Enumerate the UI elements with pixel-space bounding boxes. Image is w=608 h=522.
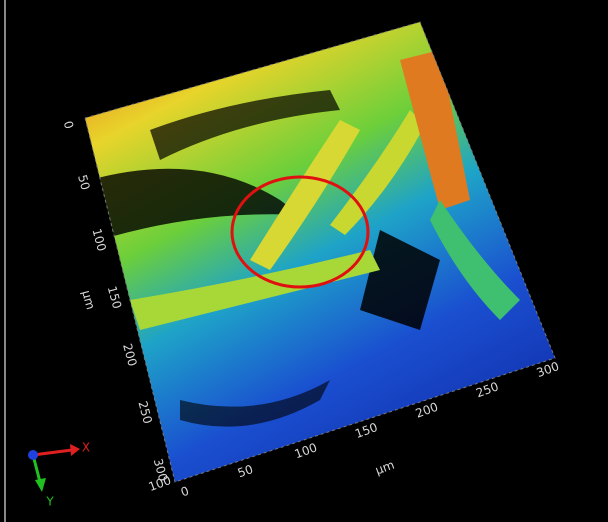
left-tick-label: 200: [120, 342, 139, 368]
y-arrowhead: [35, 478, 46, 492]
gizmo: X Y: [28, 441, 90, 509]
bottom-tick-label: 0: [179, 484, 191, 500]
x-arrow: [32, 448, 73, 457]
left-tick-label: 50: [75, 173, 92, 191]
highlight-circle: [230, 175, 370, 289]
left-tick-label: 150: [105, 284, 124, 310]
z-dot: [28, 450, 38, 460]
left-tick-label: 300: [151, 457, 170, 483]
left-axis-unit: µm: [79, 289, 98, 311]
bottom-axis-unit: µm: [373, 458, 396, 478]
left-tick-label: 100: [89, 227, 108, 253]
frame: [84, 21, 556, 483]
y-label: Y: [45, 495, 54, 509]
left-tick-label: 250: [135, 399, 154, 425]
bottom-tick-label: 50: [236, 462, 255, 480]
left-tick-label: 0: [61, 119, 77, 130]
x-arrowhead: [70, 444, 80, 456]
x-label: X: [82, 441, 90, 455]
